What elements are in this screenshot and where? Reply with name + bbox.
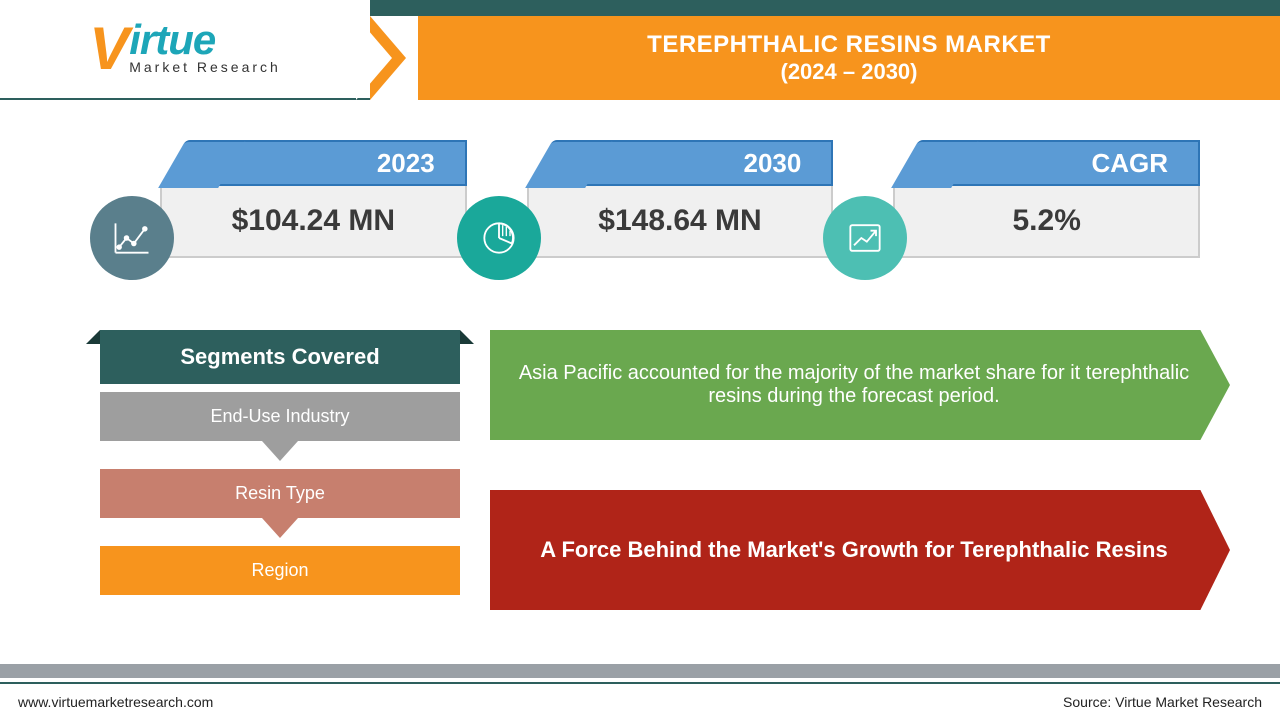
metric-label: 2023 (200, 140, 467, 186)
page-title: TEREPHTHALIC RESINS MARKET (647, 31, 1051, 59)
segment-arrow-icon (262, 518, 298, 538)
segments-heading: Segments Covered (100, 330, 460, 384)
brand-tagline: Market Research (129, 59, 281, 75)
segment-item: Resin Type (100, 469, 460, 518)
brand-name: irtue (129, 23, 281, 57)
highlight-callout-driver: A Force Behind the Market's Growth for T… (490, 490, 1230, 610)
segment-item: End-Use Industry (100, 392, 460, 441)
page-title-band: TEREPHTHALIC RESINS MARKET (2024 – 2030) (418, 16, 1280, 100)
highlight-callout-region: Asia Pacific accounted for the majority … (490, 330, 1230, 440)
line-chart-icon (90, 196, 174, 280)
footer-accent-bar (0, 664, 1280, 678)
metric-card-base-year: 2023 $104.24 MN (160, 140, 467, 258)
metric-value: $104.24 MN (160, 186, 467, 258)
title-chevron (370, 16, 406, 100)
footer-source: Source: Virtue Market Research (1063, 694, 1262, 710)
metric-label: CAGR (933, 140, 1200, 186)
footer: www.virtuemarketresearch.com Source: Vir… (0, 682, 1280, 720)
metric-value: 5.2% (893, 186, 1200, 258)
footer-url: www.virtuemarketresearch.com (18, 694, 213, 710)
segment-item: Region (100, 546, 460, 595)
metric-value: $148.64 MN (527, 186, 834, 258)
pie-chart-icon (457, 196, 541, 280)
metric-card-cagr: CAGR 5.2% (893, 140, 1200, 258)
growth-icon (823, 196, 907, 280)
segments-panel: Segments Covered End-Use Industry Resin … (100, 330, 460, 595)
metric-card-forecast-year: 2030 $148.64 MN (527, 140, 834, 258)
logo-area: V irtue Market Research (0, 0, 370, 100)
page-subtitle: (2024 – 2030) (781, 59, 918, 85)
logo-mark: V (89, 28, 125, 70)
segment-arrow-icon (262, 441, 298, 461)
metrics-row: 2023 $104.24 MN 2030 $148.64 MN CAGR 5.2… (160, 140, 1200, 258)
brand-logo: V irtue Market Research (89, 23, 281, 75)
metric-label: 2030 (567, 140, 834, 186)
